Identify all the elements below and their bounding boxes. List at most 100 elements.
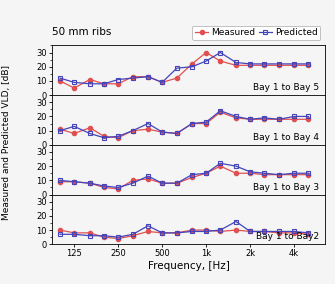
Predicted <box>218 51 222 54</box>
Predicted <box>204 59 208 63</box>
Measured <box>72 86 76 90</box>
Predicted <box>204 230 208 233</box>
Measured <box>102 135 106 138</box>
X-axis label: Frequency, [Hz]: Frequency, [Hz] <box>147 261 229 271</box>
Measured <box>190 176 194 179</box>
Predicted <box>234 61 238 64</box>
Measured <box>218 164 222 168</box>
Predicted <box>262 230 266 233</box>
Measured <box>204 228 208 232</box>
Measured <box>262 230 266 233</box>
Measured <box>190 228 194 232</box>
Text: 50 mm ribs: 50 mm ribs <box>52 27 111 37</box>
Measured <box>175 76 179 80</box>
Predicted <box>131 76 135 80</box>
Predicted <box>292 172 296 175</box>
Measured <box>88 78 92 81</box>
Measured <box>248 230 252 233</box>
Predicted <box>292 115 296 118</box>
Predicted <box>248 118 252 121</box>
Measured <box>146 75 150 78</box>
Measured <box>102 186 106 189</box>
Predicted <box>248 230 252 233</box>
Text: Measured and Predicted VLD, [dB]: Measured and Predicted VLD, [dB] <box>2 64 11 220</box>
Predicted <box>306 115 310 118</box>
Predicted <box>58 76 62 80</box>
Measured <box>292 118 296 121</box>
Predicted <box>58 129 62 132</box>
Predicted <box>116 186 120 189</box>
Measured <box>306 173 310 176</box>
Measured <box>277 118 281 121</box>
Measured <box>204 172 208 175</box>
Measured <box>218 110 222 114</box>
Predicted <box>160 231 164 235</box>
Predicted <box>218 228 222 232</box>
Predicted <box>234 164 238 168</box>
Predicted <box>175 181 179 185</box>
Predicted <box>102 136 106 139</box>
Predicted <box>190 65 194 68</box>
Measured <box>292 231 296 235</box>
Measured <box>58 128 62 131</box>
Predicted <box>72 233 76 236</box>
Predicted <box>102 184 106 188</box>
Measured <box>218 230 222 233</box>
Line: Measured: Measured <box>58 110 311 140</box>
Measured <box>234 172 238 175</box>
Predicted <box>190 122 194 125</box>
Line: Measured: Measured <box>58 164 311 191</box>
Predicted <box>102 234 106 237</box>
Text: Bay 1 to Bay 5: Bay 1 to Bay 5 <box>253 83 320 92</box>
Measured <box>204 51 208 54</box>
Predicted <box>218 162 222 165</box>
Predicted <box>72 180 76 183</box>
Predicted <box>116 78 120 81</box>
Predicted <box>146 122 150 125</box>
Predicted <box>58 179 62 182</box>
Predicted <box>72 125 76 128</box>
Measured <box>146 177 150 181</box>
Predicted <box>262 172 266 175</box>
Predicted <box>277 62 281 66</box>
Predicted <box>204 172 208 175</box>
Text: Bay 1 to Bay2: Bay 1 to Bay2 <box>256 232 320 241</box>
Text: Bay 1 to Bay 4: Bay 1 to Bay 4 <box>254 133 320 142</box>
Measured <box>306 118 310 121</box>
Measured <box>175 231 179 235</box>
Predicted <box>116 135 120 138</box>
Predicted <box>88 82 92 85</box>
Line: Measured: Measured <box>58 228 311 241</box>
Predicted <box>292 62 296 66</box>
Measured <box>102 82 106 85</box>
Predicted <box>190 173 194 176</box>
Predicted <box>248 62 252 66</box>
Predicted <box>116 235 120 239</box>
Measured <box>116 237 120 240</box>
Measured <box>88 126 92 130</box>
Measured <box>131 75 135 78</box>
Measured <box>72 180 76 183</box>
Measured <box>102 235 106 239</box>
Predicted <box>88 234 92 237</box>
Predicted <box>102 82 106 85</box>
Measured <box>218 59 222 63</box>
Measured <box>116 82 120 85</box>
Line: Predicted: Predicted <box>58 161 311 190</box>
Measured <box>58 79 62 83</box>
Measured <box>58 228 62 232</box>
Measured <box>190 62 194 66</box>
Predicted <box>234 115 238 118</box>
Measured <box>277 64 281 67</box>
Line: Predicted: Predicted <box>58 219 311 239</box>
Predicted <box>175 132 179 135</box>
Predicted <box>160 81 164 84</box>
Measured <box>306 64 310 67</box>
Measured <box>146 230 150 233</box>
Text: Bay 1 to Bay 3: Bay 1 to Bay 3 <box>253 183 320 191</box>
Measured <box>234 116 238 120</box>
Measured <box>234 64 238 67</box>
Predicted <box>175 66 179 70</box>
Measured <box>292 64 296 67</box>
Predicted <box>306 62 310 66</box>
